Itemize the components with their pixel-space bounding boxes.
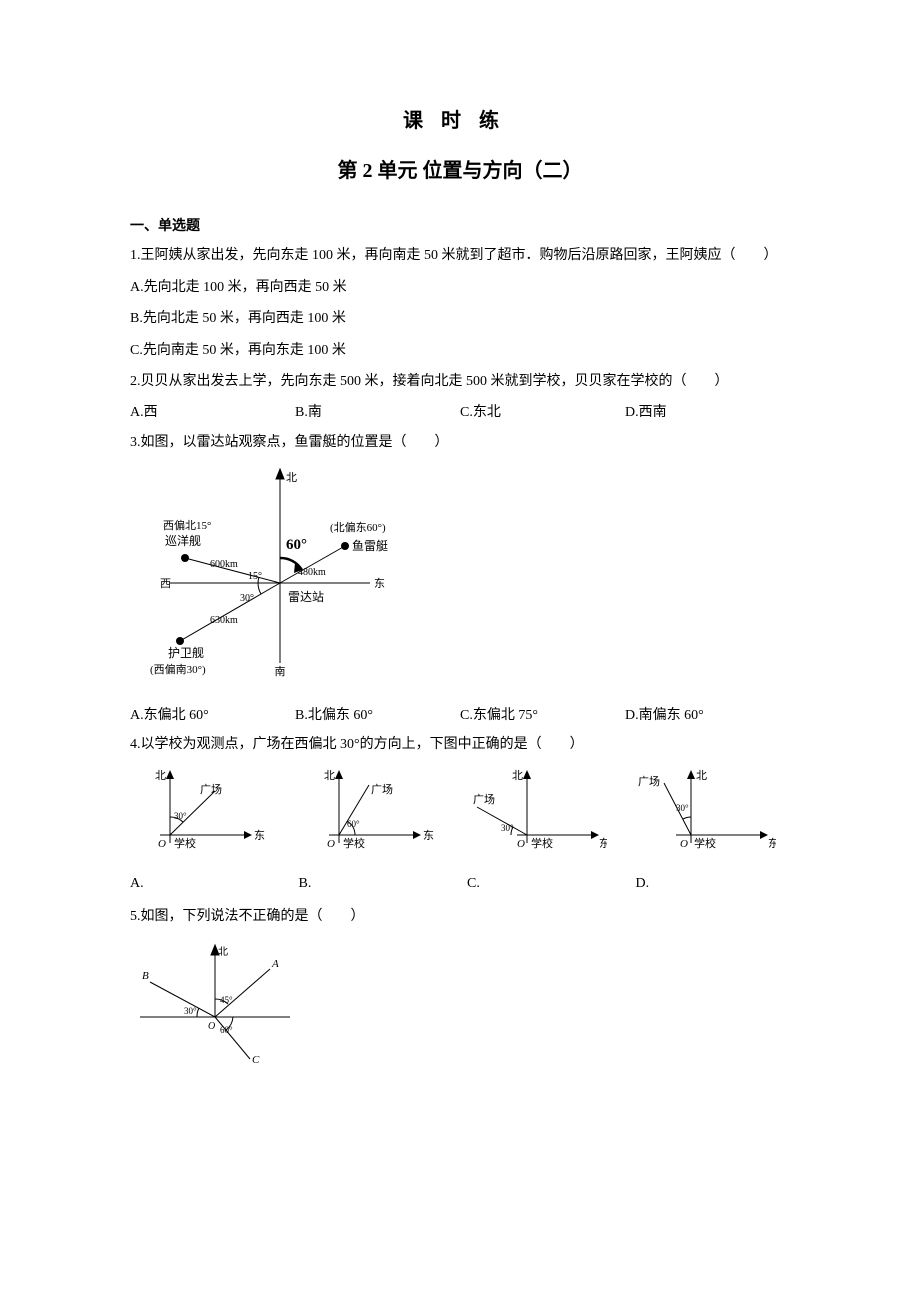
q5-c-label: C [252,1054,260,1066]
q4-diagram-c: 北 东 O 学校 广场 30° C. [467,765,622,898]
q4-stem: 4.以学校为观测点，广场在西偏北 30°的方向上，下图中正确的是（ ） [130,730,790,759]
q4c-school: 学校 [531,836,553,850]
q3-huwei-angle: 30° [240,593,254,604]
q4-label-a: A. [130,869,285,898]
q3-options: A.东偏北 60° B.北偏东 60° C.东偏北 75° D.南偏东 60° [130,701,790,730]
axis-north-label: 北 [286,471,297,484]
q2-option-a: A.西 [130,398,295,427]
q3-angle-60: 60° [286,537,307,553]
q4-label-c: C. [467,869,622,898]
q2-options: A.西 B.南 C.东北 D.西南 [130,398,790,427]
q4-diagram-b: 北 东 O 学校 广场 60° B. [299,765,454,898]
q3-center-label: 雷达站 [288,590,324,604]
q3-huwei-dist: 630km [210,615,238,626]
q1-stem: 1.王阿姨从家出发，先向东走 100 米，再向南走 50 米就到了超市．购物后沿… [130,241,790,270]
q5-a-angle: 45° [220,995,233,1005]
q2-option-b: B.南 [295,398,460,427]
q4a-north: 北 [155,769,166,782]
q5-a-label: A [271,958,279,970]
q4b-east: 东 [423,829,434,842]
axis-west-label: 西 [160,578,171,590]
q5-origin: O [208,1021,215,1032]
q1-option-c: C.先向南走 50 米，再向东走 100 米 [130,336,790,365]
q5-b-angle: 30° [184,1006,197,1016]
q3-xunyang-note: 西偏北15° [163,518,211,532]
q5-c-angle: 60° [220,1025,233,1035]
q4c-origin: O [517,838,525,850]
q3-option-c: C.东偏北 75° [460,701,625,730]
q5-b-label: B [142,970,149,982]
q1-option-b: B.先向北走 50 米，再向西走 100 米 [130,304,790,333]
q3-option-d: D.南偏东 60° [625,701,790,730]
q4-diagram-row: 北 东 O 学校 广场 30° A. 北 东 O 学校 广场 60° B. [130,765,790,898]
page-pretitle: 课时练 [130,100,790,142]
q2-option-c: C.东北 [460,398,625,427]
q4-diagram-a: 北 东 O 学校 广场 30° A. [130,765,285,898]
q4b-north: 北 [324,769,335,782]
q4-label-d: D. [636,869,791,898]
q4a-angle: 30° [174,811,187,821]
q3-stem: 3.如图，以雷达站观察点，鱼雷艇的位置是（ ） [130,428,790,457]
q4a-origin: O [158,838,166,850]
axis-south-label: 南 [275,665,286,678]
q2-option-d: D.西南 [625,398,790,427]
q3-xunyang-label: 巡洋舰 [165,533,201,548]
q4d-school: 学校 [694,836,716,850]
q4c-angle: 30° [501,823,514,833]
q4c-square: 广场 [473,792,495,806]
section-heading: 一、单选题 [130,212,790,241]
q3-option-b: B.北偏东 60° [295,701,460,730]
q3-xunyang-angle: 15° [248,571,262,582]
q4-label-b: B. [299,869,454,898]
q4b-origin: O [327,838,335,850]
q5-diagram: 北 O A B C 45° 30° 60° [130,937,790,1078]
q4a-square: 广场 [200,782,222,796]
q3-yulei-note: (北偏东60°) [330,520,386,534]
q3-huwei-note: (西偏南30°) [150,662,206,676]
page-title: 第 2 单元 位置与方向（二） [130,150,790,192]
q4b-angle: 60° [347,819,360,829]
q4a-east: 东 [254,829,265,842]
q3-xunyang-dist: 600km [210,559,238,570]
q4b-school: 学校 [343,836,365,850]
q4d-east: 东 [768,837,776,850]
q3-diagram: 北 南 东 西 60° 鱼雷艇 (北偏东60°) 480km 巡洋舰 西偏北15… [130,463,790,694]
q4c-east: 东 [599,837,607,850]
q3-option-a: A.东偏北 60° [130,701,295,730]
q1-option-a: A.先向北走 100 米，再向西走 50 米 [130,273,790,302]
q4d-angle: 30° [676,803,689,813]
q5-stem: 5.如图，下列说法不正确的是（ ） [130,902,790,931]
q4d-north: 北 [696,769,707,782]
q3-huwei-label: 护卫舰 [168,646,204,660]
q4d-square: 广场 [638,774,660,788]
q4a-school: 学校 [174,836,196,850]
axis-east-label: 东 [374,577,385,590]
q4b-square: 广场 [371,782,393,796]
q4c-north: 北 [512,769,523,782]
q2-stem: 2.贝贝从家出发去上学，先向东走 500 米，接着向北走 500 米就到学校，贝… [130,367,790,396]
q4d-origin: O [680,838,688,850]
q3-yulei-label: 鱼雷艇 [352,539,388,553]
q3-yulei-dist: 480km [298,567,326,578]
q5-north: 北 [218,946,228,958]
q4-diagram-d: 北 东 O 学校 广场 30° D. [636,765,791,898]
